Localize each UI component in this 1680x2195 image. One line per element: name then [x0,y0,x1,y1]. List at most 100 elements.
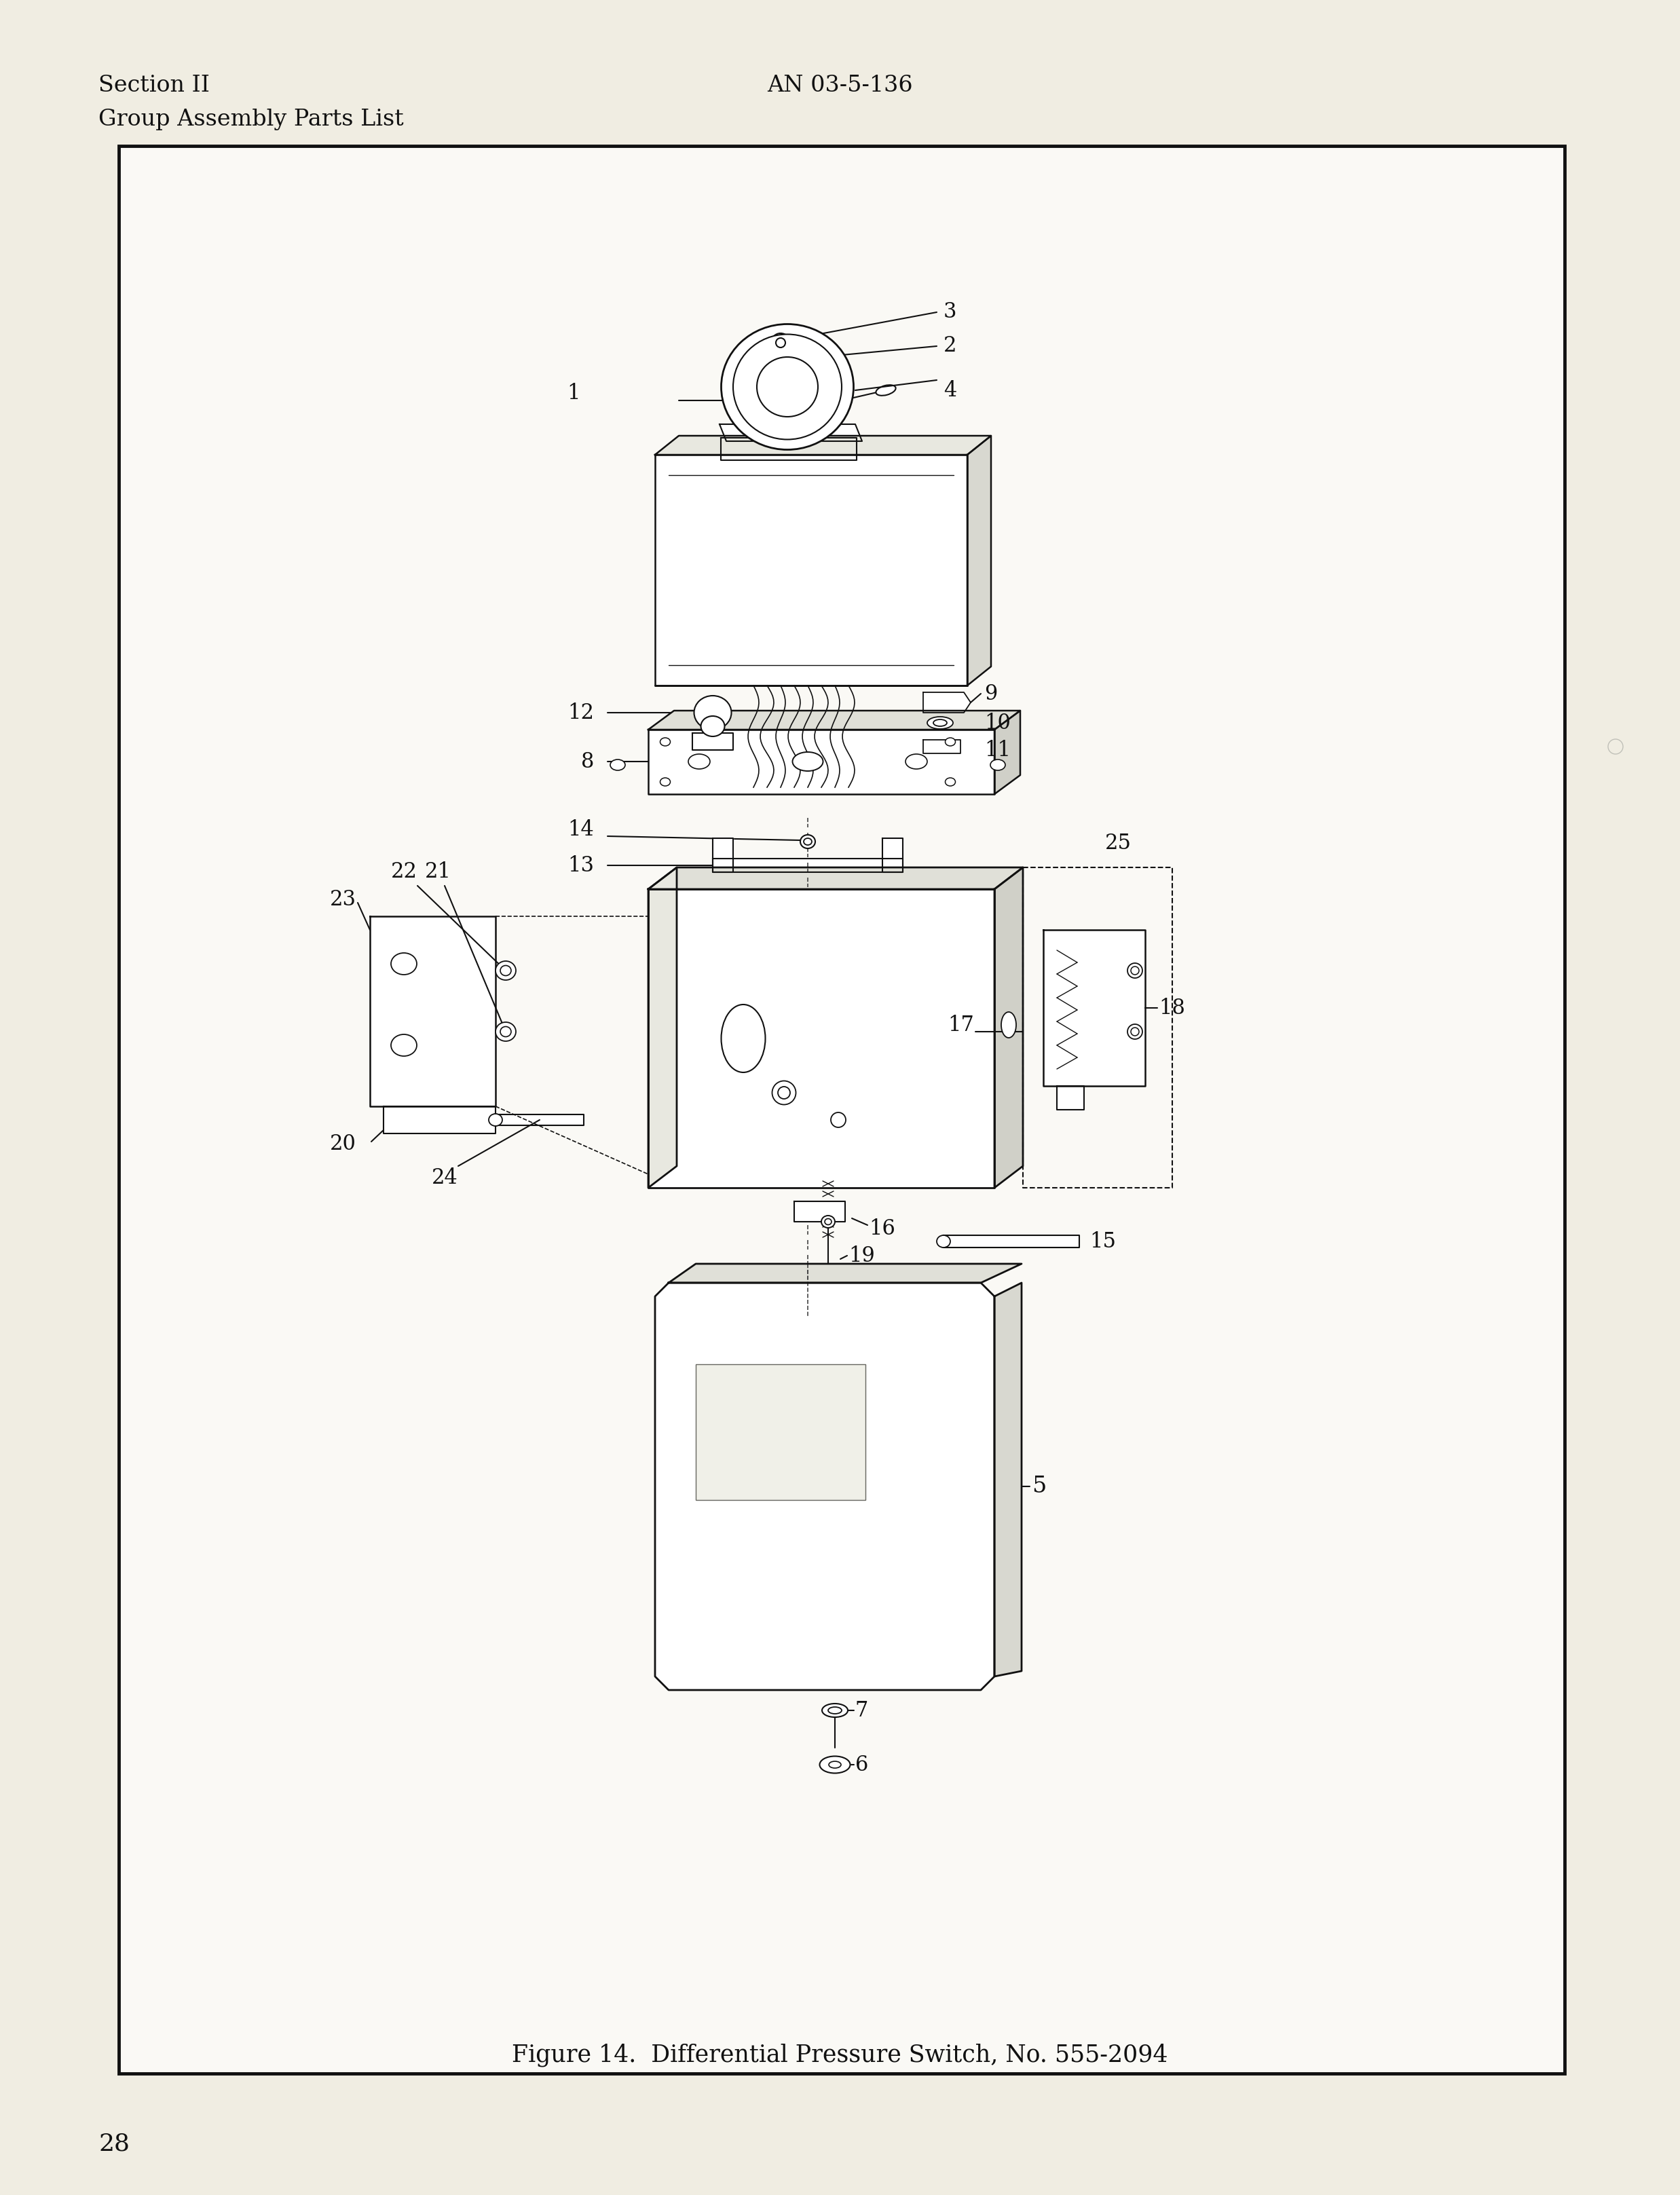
Text: 14: 14 [568,819,595,841]
Bar [696,1365,865,1499]
Ellipse shape [778,1087,790,1100]
Text: 17: 17 [948,1014,974,1036]
Ellipse shape [875,384,895,395]
Ellipse shape [1001,1012,1016,1038]
Text: 8: 8 [581,751,595,773]
Ellipse shape [990,759,1005,770]
Ellipse shape [937,1236,951,1247]
Polygon shape [882,838,902,871]
Ellipse shape [721,1005,766,1073]
Polygon shape [995,867,1023,1187]
Ellipse shape [832,1113,845,1128]
Polygon shape [648,867,1023,889]
Ellipse shape [496,1023,516,1040]
Text: 5: 5 [1032,1475,1047,1497]
Ellipse shape [610,759,625,770]
Text: 6: 6 [855,1754,869,1776]
Text: Section II: Section II [99,75,210,97]
Ellipse shape [946,777,956,786]
Polygon shape [648,729,995,795]
Polygon shape [721,437,857,461]
Ellipse shape [934,720,948,727]
Text: 21: 21 [425,860,450,882]
Polygon shape [944,1236,1079,1247]
Ellipse shape [773,1080,796,1104]
Polygon shape [496,1115,583,1126]
Text: Figure 14.  Differential Pressure Switch, No. 555-2094: Figure 14. Differential Pressure Switch,… [512,2044,1168,2065]
Polygon shape [968,437,991,685]
Ellipse shape [771,334,790,351]
Text: 7: 7 [855,1699,869,1721]
Text: 19: 19 [848,1245,875,1267]
Ellipse shape [828,1708,842,1714]
Text: 9: 9 [984,683,998,705]
Text: 23: 23 [329,889,356,911]
Polygon shape [655,454,968,685]
Polygon shape [712,838,732,871]
Polygon shape [648,867,677,1187]
Bar [119,145,1564,2074]
Polygon shape [795,1201,845,1223]
Polygon shape [995,1282,1021,1677]
Ellipse shape [660,738,670,746]
Text: 24: 24 [432,1168,457,1187]
Ellipse shape [800,834,815,849]
Ellipse shape [721,325,853,450]
Ellipse shape [822,1703,848,1716]
Text: 4: 4 [944,380,956,402]
Ellipse shape [501,1027,511,1036]
Text: 3: 3 [944,301,956,323]
Ellipse shape [701,716,724,735]
Ellipse shape [496,961,516,981]
Text: 20: 20 [329,1133,356,1155]
Ellipse shape [1127,1025,1142,1038]
Text: 22: 22 [391,860,417,882]
Ellipse shape [732,334,842,439]
Ellipse shape [1131,1027,1139,1036]
Text: 25: 25 [1105,832,1131,854]
Ellipse shape [1131,966,1139,975]
Ellipse shape [489,1113,502,1126]
Polygon shape [669,1264,1021,1282]
Polygon shape [1057,1087,1084,1111]
Ellipse shape [501,966,511,975]
Polygon shape [719,424,862,441]
Polygon shape [922,740,961,753]
Text: Group Assembly Parts List: Group Assembly Parts List [99,108,403,130]
Text: 1: 1 [568,384,580,404]
Polygon shape [370,915,496,1106]
Ellipse shape [689,755,711,768]
Polygon shape [648,889,995,1187]
Text: 13: 13 [568,854,595,876]
Polygon shape [995,711,1020,795]
Text: 15: 15 [1089,1231,1116,1251]
Polygon shape [655,1282,995,1690]
Polygon shape [1043,931,1146,1087]
Polygon shape [922,691,971,713]
Text: 10: 10 [984,713,1011,733]
Polygon shape [692,733,732,751]
Ellipse shape [1608,740,1623,755]
Ellipse shape [828,1760,842,1769]
Polygon shape [383,1106,496,1133]
Polygon shape [712,858,902,871]
Text: 12: 12 [568,702,595,722]
Polygon shape [655,437,991,454]
Ellipse shape [776,338,785,347]
Ellipse shape [820,1756,850,1774]
Ellipse shape [391,953,417,975]
Ellipse shape [825,1218,832,1225]
Ellipse shape [946,738,956,746]
Text: 18: 18 [1159,997,1184,1018]
Ellipse shape [758,358,818,417]
Text: AN 03-5-136: AN 03-5-136 [766,75,912,97]
Ellipse shape [694,696,731,729]
Ellipse shape [927,718,953,729]
Ellipse shape [822,1216,835,1227]
Text: 16: 16 [869,1218,895,1238]
Polygon shape [648,711,1020,729]
Ellipse shape [391,1034,417,1056]
Ellipse shape [660,777,670,786]
Text: 2: 2 [944,336,956,356]
Ellipse shape [793,753,823,770]
